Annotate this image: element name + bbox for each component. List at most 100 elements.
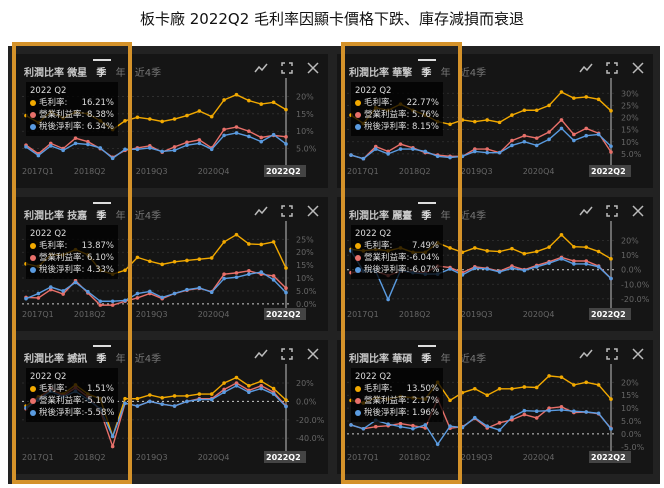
close-icon[interactable] [306,203,320,217]
data-point [61,292,65,296]
cursor-label-bg [264,308,306,320]
data-point [160,395,164,400]
data-point [485,147,489,151]
y-tick-label: 15% [621,126,639,135]
data-point [522,385,527,389]
data-point [259,383,264,388]
data-point [485,150,489,155]
data-point [473,386,477,391]
data-point [609,144,613,149]
company-name: 華碩 [392,354,413,365]
data-point [160,119,164,124]
tooltip-row: 毛利率: 22.77% [355,97,439,109]
company-name: 華擎 [392,68,413,79]
data-point [222,240,226,244]
cursor-label: 2022Q2 [591,310,626,319]
tab-quarter[interactable]: 季 [421,211,432,222]
line-chart-icon[interactable] [254,60,268,74]
tab-last-4q[interactable]: 近4季 [134,354,162,365]
close-icon[interactable] [306,60,320,74]
data-point [284,135,288,139]
data-point [497,120,502,125]
data-point [423,423,428,427]
data-point [61,148,65,153]
data-point [110,299,115,304]
data-point [284,286,288,290]
data-point [559,375,564,379]
legend-dot-icon [355,112,361,118]
data-point [485,267,489,271]
close-icon[interactable] [631,60,645,74]
data-point [547,408,551,413]
data-point [547,103,551,108]
x-tick-label: 2018Q2 [74,310,106,319]
data-point [534,416,539,420]
fullscreen-icon[interactable] [605,203,619,217]
tab-quarter[interactable]: 季 [421,68,432,79]
data-point [123,401,127,406]
series-line-2 [350,250,612,302]
x-tick-label: 2019Q3 [136,310,168,319]
tab-year[interactable]: 年 [115,354,126,365]
tooltip-label: 稅後淨利率: [364,265,410,275]
cursor-label: 2022Q2 [266,167,301,176]
panel-header: 利潤比率 撼訊 季 年 近4季 [24,350,161,365]
data-point [247,242,251,246]
tab-quarter[interactable]: 季 [96,211,107,222]
tab-year[interactable]: 年 [115,68,126,79]
data-point [559,233,564,237]
tab-last-4q[interactable]: 近4季 [459,354,487,365]
tab-year[interactable]: 年 [115,211,126,222]
data-point [510,143,514,148]
data-point [36,291,41,296]
y-tick-label: 30% [621,89,639,98]
close-icon[interactable] [631,203,645,217]
series-line-1 [350,118,612,160]
tab-year[interactable]: 年 [440,354,451,365]
x-tick-label: 2017Q1 [347,167,379,176]
legend-dot-icon [30,100,36,106]
tooltip-value: 6.34% [86,122,114,132]
tab-quarter[interactable]: 季 [96,68,107,79]
cursor-label-bg [589,451,631,463]
fullscreen-icon[interactable] [280,60,294,74]
tooltip-value: 1.51% [86,384,114,394]
tab-last-4q[interactable]: 近4季 [134,211,162,222]
tab-last-4q[interactable]: 近4季 [134,68,162,79]
data-point [572,96,576,100]
tab-last-4q[interactable]: 近4季 [459,68,487,79]
line-chart-icon[interactable] [254,203,268,217]
chart-board: 5.0% 10% 15% 20% 2017Q1 2018Q2 2019Q3 2020Q4 202… [8,46,660,484]
line-chart: 5.0% 10% 15% 20% 25% 30% 2017Q1 2018Q2 2019Q3 202… [347,78,642,177]
fullscreen-icon[interactable] [280,346,294,360]
line-chart-icon[interactable] [579,346,593,360]
data-point [596,411,601,416]
data-point [98,299,103,304]
fullscreen-icon[interactable] [605,346,619,360]
y-tick-label: 20% [296,248,314,257]
close-icon[interactable] [631,346,645,360]
tab-year[interactable]: 年 [440,211,451,222]
tooltip-value: 22.77% [406,98,439,108]
data-point [609,276,613,281]
tab-quarter[interactable]: 季 [421,354,432,365]
data-point [222,381,226,385]
data-point [373,147,378,151]
data-point [259,270,264,274]
y-tick-label: 10% [296,274,314,283]
cursor-label-bg [264,451,306,463]
data-point [209,392,214,396]
line-chart-icon[interactable] [579,203,593,217]
tab-year[interactable]: 年 [440,68,451,79]
data-point [510,138,514,143]
tab-quarter[interactable]: 季 [96,354,107,365]
data-point [572,244,576,249]
fullscreen-icon[interactable] [280,203,294,217]
line-chart-icon[interactable] [254,346,268,360]
data-point [473,266,477,271]
legend-dot-icon [30,124,36,130]
close-icon[interactable] [306,346,320,360]
fullscreen-icon[interactable] [605,60,619,74]
tab-last-4q[interactable]: 近4季 [459,211,487,222]
line-chart-icon[interactable] [579,60,593,74]
